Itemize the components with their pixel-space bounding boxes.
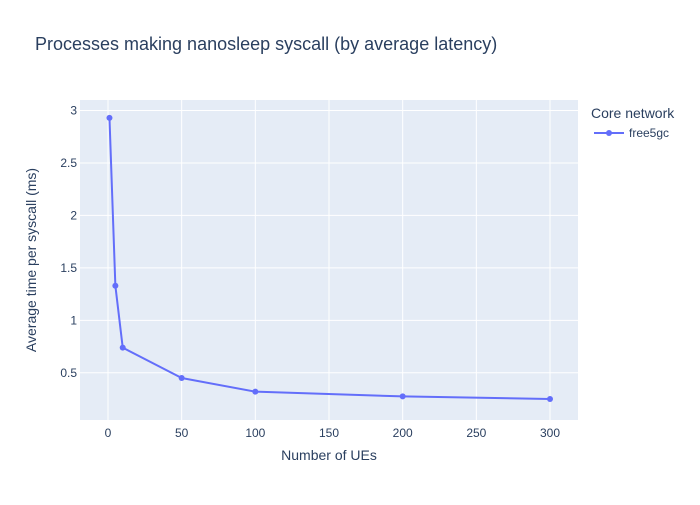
- x-tick-label: 300: [540, 426, 560, 440]
- chart-title: Processes making nanosleep syscall (by a…: [35, 34, 497, 54]
- x-tick-label: 200: [393, 426, 413, 440]
- y-tick-label: 2: [70, 208, 77, 222]
- x-tick-label: 0: [105, 426, 112, 440]
- legend: Core network free5gc: [591, 105, 675, 140]
- y-tick-label: 1: [70, 313, 77, 327]
- data-point[interactable]: [547, 396, 554, 403]
- legend-item-free5gc[interactable]: free5gc: [594, 126, 669, 140]
- x-tick-label: 250: [466, 426, 486, 440]
- y-tick-label: 3: [70, 103, 77, 117]
- data-point[interactable]: [112, 282, 119, 289]
- legend-label-free5gc: free5gc: [629, 126, 669, 140]
- y-tick-label: 2.5: [60, 156, 77, 170]
- series-layer: [106, 114, 554, 403]
- y-axis-ticks: 0.5 1 1.5 2 2.5 3: [60, 103, 77, 379]
- x-tick-label: 100: [245, 426, 265, 440]
- x-tick-label: 50: [175, 426, 189, 440]
- data-point[interactable]: [106, 114, 113, 121]
- legend-title: Core network: [591, 105, 675, 121]
- data-point[interactable]: [178, 375, 185, 382]
- data-point[interactable]: [252, 388, 259, 395]
- y-axis-title: Average time per syscall (ms): [23, 168, 39, 352]
- x-tick-label: 150: [319, 426, 339, 440]
- y-tick-label: 1.5: [60, 261, 77, 275]
- x-axis-title: Number of UEs: [281, 447, 377, 463]
- x-axis-ticks: 0 50 100 150 200 250 300: [105, 426, 561, 440]
- grid: [80, 100, 578, 420]
- data-point[interactable]: [119, 344, 126, 351]
- y-tick-label: 0.5: [60, 366, 77, 380]
- legend-marker-free5gc: [606, 130, 612, 136]
- data-point[interactable]: [399, 393, 406, 400]
